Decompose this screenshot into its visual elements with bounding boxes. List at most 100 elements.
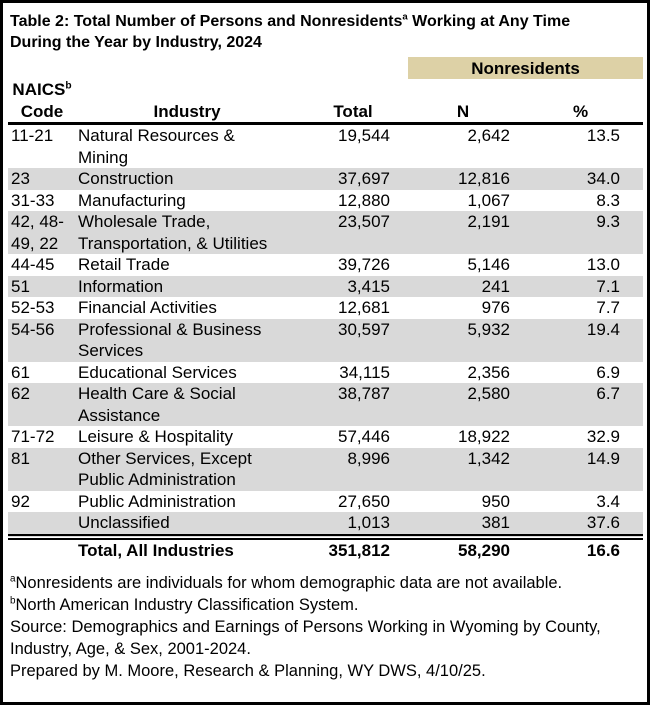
table-row: 31-33 Manufacturing 12,880 1,067 8.3 <box>8 190 643 212</box>
cell-pct: 19.4 <box>586 319 621 339</box>
cell-code: 61 <box>11 362 30 382</box>
cell-n: 2,356 <box>467 362 510 382</box>
cell-pct: 3.4 <box>596 491 621 511</box>
table-row: 62 Health Care & Social Assistance 38,787 2,… <box>8 383 644 426</box>
total-row-label: Total, All Industries <box>76 533 298 561</box>
cell-pct: 37.6 <box>586 513 621 532</box>
table-row: 23 Construction 37,697 12,816 34.0 <box>8 168 644 190</box>
cell-code: 71-72 <box>11 427 55 446</box>
cell-total: 23,507 <box>338 212 390 231</box>
cell-pct: 13.0 <box>586 255 621 274</box>
cell-industry: Educational Services <box>78 362 237 382</box>
total-row-total: 351,812 <box>298 533 408 561</box>
table-title: Table 2: Total Number of Persons and Non… <box>10 11 639 53</box>
cell-total: 30,597 <box>338 319 390 339</box>
cell-code: 62 <box>11 384 30 403</box>
total-row-n: 58,290 <box>408 533 518 561</box>
cell-industry: Wholesale Trade, Transportation, & Utilit… <box>78 212 268 253</box>
footnote: Prepared by M. Moore, Research & Plannin… <box>10 662 486 680</box>
cell-pct: 9.3 <box>596 212 621 231</box>
cell-industry: Retail Trade <box>78 255 170 274</box>
cell-industry: Leisure & Hospitality <box>78 427 233 446</box>
table-row: 61 Educational Services 34,115 2,356 6.9 <box>8 362 643 384</box>
cell-total: 38,787 <box>338 384 390 403</box>
cell-total: 12,681 <box>338 298 390 317</box>
nonresidents-banner-row: Nonresidents <box>8 57 644 79</box>
cell-code: 44-45 <box>11 255 55 274</box>
table-row: 11-21 Natural Resources & Mining 19,544 2,64… <box>8 124 643 169</box>
cell-industry: Public Administration <box>78 491 236 511</box>
footnote: Source: Demographics and Earnings of Per… <box>10 618 601 658</box>
cell-pct: 6.9 <box>596 362 621 382</box>
cell-n: 5,146 <box>467 255 510 274</box>
cell-industry: Construction <box>78 169 174 188</box>
cell-pct: 13.5 <box>586 126 621 145</box>
cell-total: 3,415 <box>347 276 390 296</box>
table-row: Unclassified 1,013 381 37.6 <box>8 512 644 537</box>
footnote: bNorth American Industry Classification … <box>10 595 359 614</box>
naics-header-row: NAICSb <box>8 79 643 101</box>
cell-pct: 34.0 <box>586 169 621 188</box>
cell-n: 2,580 <box>467 384 510 403</box>
table-row: 42, 48- 49, 22 Wholesale Trade, Transportat… <box>8 211 644 254</box>
table-title-line2: During the Year by Industry, 2024 <box>10 34 262 51</box>
cell-total: 34,115 <box>339 362 390 382</box>
cell-industry: Financial Activities <box>78 298 217 317</box>
table-row: 44-45 Retail Trade 39,726 5,146 13.0 <box>8 254 643 276</box>
cell-n: 1,342 <box>467 448 510 468</box>
cell-pct: 7.7 <box>596 298 621 317</box>
cell-code: 11-21 <box>11 126 54 145</box>
title-footnote-marker-a: a <box>402 11 408 23</box>
col-header-code: Code <box>8 100 76 125</box>
total-row: Total, All Industries 351,812 58,290 16.… <box>8 533 644 561</box>
table-title-line1: Table 2: Total Number of Persons and Non… <box>10 11 571 30</box>
cell-n: 950 <box>481 491 510 511</box>
cell-industry: Manufacturing <box>78 190 186 210</box>
cell-code <box>8 512 76 537</box>
column-header-row: Code Industry Total N % <box>8 100 644 125</box>
cell-total: 57,446 <box>338 427 390 446</box>
cell-n: 241 <box>481 276 510 296</box>
cell-industry: Natural Resources & Mining <box>78 126 235 167</box>
cell-code: 81 <box>11 448 30 468</box>
cell-pct: 8.3 <box>596 190 621 210</box>
footnotes: aNonresidents are individuals for whom d… <box>10 572 639 682</box>
cell-pct: 6.7 <box>596 384 621 403</box>
cell-n: 2,191 <box>467 212 510 231</box>
footnote-marker: a <box>10 573 16 585</box>
col-header-pct: % <box>518 100 644 125</box>
cell-n: 976 <box>481 298 510 317</box>
table-row: 92 Public Administration 27,650 950 3.4 <box>8 491 643 513</box>
cell-industry: Other Services, Except Public Administrat… <box>78 448 252 490</box>
cell-code: 42, 48- 49, 22 <box>11 212 64 253</box>
cell-n: 18,922 <box>458 427 510 446</box>
col-header-industry: Industry <box>76 100 298 125</box>
cell-code: 31-33 <box>11 190 55 210</box>
cell-n: 12,816 <box>458 169 510 188</box>
cell-pct: 7.1 <box>596 276 621 296</box>
footnote: aNonresidents are individuals for whom d… <box>10 573 563 592</box>
cell-n: 1,067 <box>467 190 510 210</box>
cell-total: 37,697 <box>338 169 390 188</box>
cell-n: 381 <box>481 513 510 532</box>
cell-industry: Information <box>78 276 164 296</box>
cell-total: 1,013 <box>347 513 390 532</box>
cell-total: 12,880 <box>338 190 390 210</box>
cell-industry: Professional & Business Services <box>78 319 262 361</box>
total-row-pct: 16.6 <box>518 533 644 561</box>
cell-code: 23 <box>11 169 30 188</box>
cell-total: 8,996 <box>347 448 390 468</box>
table-row: 71-72 Leisure & Hospitality 57,446 18,922 32… <box>8 426 643 448</box>
col-header-total: Total <box>298 100 408 125</box>
cell-code: 92 <box>11 491 30 511</box>
industry-table: Nonresidents NAICSb Code Industry Total … <box>8 57 644 561</box>
cell-industry: Health Care & Social Assistance <box>78 384 236 425</box>
cell-pct: 14.9 <box>586 448 621 468</box>
col-header-n: N <box>408 100 518 125</box>
cell-n: 5,932 <box>467 319 510 339</box>
naics-footnote-marker-b: b <box>65 80 72 92</box>
footnote-marker: b <box>10 595 16 607</box>
cell-code: 54-56 <box>11 319 55 339</box>
cell-total: 27,650 <box>338 491 390 511</box>
